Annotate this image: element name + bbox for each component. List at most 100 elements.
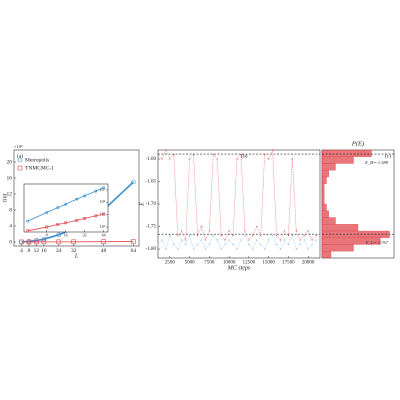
data-point: [208, 230, 210, 232]
data-point: [232, 234, 234, 237]
data-point: [279, 239, 282, 241]
data-point: [196, 243, 199, 246]
y-tick-label: 12: [7, 191, 13, 197]
data-point: [196, 234, 199, 237]
series-line: [27, 187, 104, 222]
x-axis-label: MC steps: [227, 265, 251, 271]
data-point: [240, 153, 242, 156]
histogram-bar: [321, 251, 332, 259]
data-point: [204, 239, 207, 241]
data-point: [94, 214, 98, 218]
data-point: [216, 239, 218, 241]
data-point: [64, 221, 68, 225]
legend-label: TNMCMC-1: [25, 165, 54, 171]
data-point: [41, 236, 47, 242]
x-tick-label: 7500: [204, 261, 215, 266]
x-tick-label: 32: [83, 233, 87, 238]
data-point: [161, 239, 163, 241]
data-point: [287, 243, 289, 246]
plot-frame: [157, 149, 321, 259]
data-point: [45, 225, 49, 229]
data-point: [204, 248, 207, 250]
data-point: [311, 239, 313, 241]
data-point: [224, 243, 226, 246]
data-point: [26, 239, 32, 245]
data-point: [56, 223, 60, 226]
data-point: [94, 189, 98, 193]
data-point: [192, 248, 195, 250]
data-point: [228, 239, 230, 241]
data-point: [283, 239, 286, 241]
data-point: [271, 149, 274, 151]
data-point: [71, 239, 77, 245]
histogram-bar: [321, 203, 327, 211]
x-tick-label: 24: [56, 248, 62, 254]
data-point: [291, 234, 293, 237]
panel-title: P(E): [351, 140, 364, 147]
y-axis-label: τint: [2, 193, 8, 202]
data-point: [275, 243, 278, 246]
data-point: [208, 243, 210, 246]
y-tick-label: 10²: [100, 224, 106, 229]
data-point: [279, 248, 282, 250]
data-point: [216, 158, 218, 160]
y-tick-label: -1.60: [146, 157, 157, 162]
data-point: [224, 239, 226, 241]
histogram-bar: [321, 217, 336, 225]
data-point: [244, 230, 246, 232]
panel-label: (c): [385, 152, 391, 159]
data-point: [232, 243, 234, 246]
y-tick-label: -1.80: [146, 247, 157, 252]
y-tick-label: 16: [7, 175, 13, 181]
data-point: [102, 186, 106, 190]
x-tick-label: 16: [41, 248, 47, 254]
data-point: [189, 158, 191, 160]
data-point: [169, 234, 171, 237]
x-tick-label: 17500: [282, 261, 295, 266]
legend-marker: [17, 157, 23, 163]
y-tick-label: 20: [7, 159, 13, 165]
data-point: [307, 248, 309, 250]
histogram-bar: [321, 244, 354, 252]
data-point: [212, 234, 214, 237]
data-point: [236, 248, 238, 250]
data-point: [41, 239, 47, 245]
data-point: [275, 234, 278, 237]
data-point: [185, 243, 187, 246]
line-annotation: E_L=-1.767: [365, 240, 389, 245]
x-tick-label: 10000: [223, 261, 236, 266]
data-point: [56, 232, 62, 238]
data-point: [56, 206, 60, 210]
x-axis-label: L: [74, 253, 79, 259]
x-tick-label: 5000: [185, 261, 196, 266]
x-tick-label: 48: [101, 248, 107, 254]
histogram-bar: [321, 176, 327, 184]
data-point: [169, 158, 171, 160]
y-axis-label: E: [139, 202, 145, 207]
data-point: [248, 243, 250, 246]
x-tick-label: 8: [28, 248, 31, 254]
data-point: [303, 234, 305, 237]
data-point: [220, 234, 222, 237]
data-point: [165, 248, 167, 250]
histogram-bar: [321, 149, 372, 157]
data-point: [75, 197, 79, 201]
y-tick-label: 4: [9, 223, 12, 229]
data-point: [157, 153, 159, 156]
x-tick-label: 64: [102, 233, 106, 238]
histogram-bar: [321, 197, 325, 205]
series-line: [157, 234, 317, 250]
histogram-bar: [321, 190, 325, 198]
data-point: [56, 239, 62, 245]
data-point: [299, 239, 301, 241]
data-point: [271, 234, 274, 237]
panel-label: (b): [241, 152, 248, 159]
data-point: [157, 243, 159, 246]
data-point: [260, 234, 262, 237]
data-point: [315, 239, 317, 241]
data-point: [295, 230, 297, 232]
data-point: [181, 230, 183, 232]
data-point: [252, 234, 254, 237]
data-point: [264, 153, 266, 156]
data-point: [307, 230, 309, 232]
